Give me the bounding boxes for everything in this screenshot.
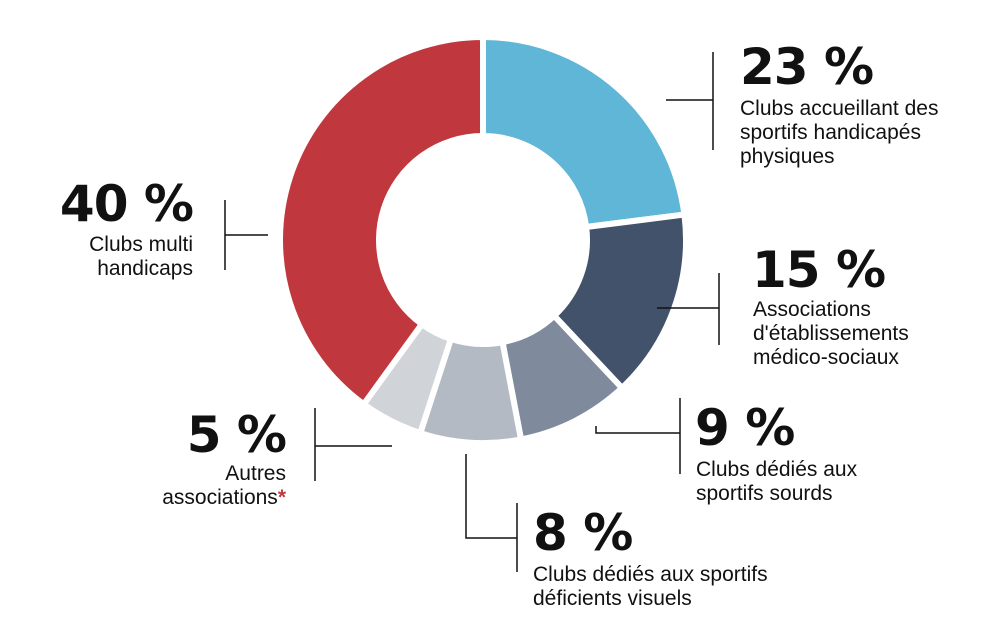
leader-line-9: [595, 398, 681, 474]
label-clubs-sportifs-sourds: Clubs dédiés aux sportifs sourds: [696, 458, 858, 506]
segment-23-percent: [480, 33, 688, 231]
segment-40-percent: [277, 33, 486, 409]
label-autres-associations-text: Autres associations: [162, 462, 286, 510]
label-associations-medico-sociaux: Associations d'établissements médico-soc…: [753, 298, 909, 370]
label-clubs-multi-handicaps: Clubs multi handicaps: [89, 233, 193, 281]
data-label-8-percent: 8 %: [533, 504, 633, 562]
data-label-23-percent: 23 %: [740, 38, 874, 96]
data-label-15-percent: 15 %: [752, 241, 886, 299]
data-label-40-percent: 40 %: [59, 175, 194, 233]
label-clubs-handicapes-physiques: Clubs accueillant des sportifs handicapé…: [740, 97, 939, 169]
data-label-9-percent: 9 %: [695, 399, 795, 457]
leader-line-15: [657, 273, 720, 345]
leader-line-5: [314, 408, 392, 481]
footnote-asterisk: *: [277, 486, 286, 510]
leader-line-23: [666, 52, 714, 150]
segment-15-percent: [549, 211, 689, 393]
data-label-5-percent: 5 %: [186, 406, 287, 464]
label-autres-associations: Autres associations*: [162, 462, 286, 510]
leader-line-8: [465, 454, 518, 572]
label-clubs-deficients-visuels: Clubs dédiés aux sportifs déficients vis…: [533, 563, 768, 611]
leader-line-40: [224, 200, 268, 270]
leader-lines: [224, 52, 720, 572]
